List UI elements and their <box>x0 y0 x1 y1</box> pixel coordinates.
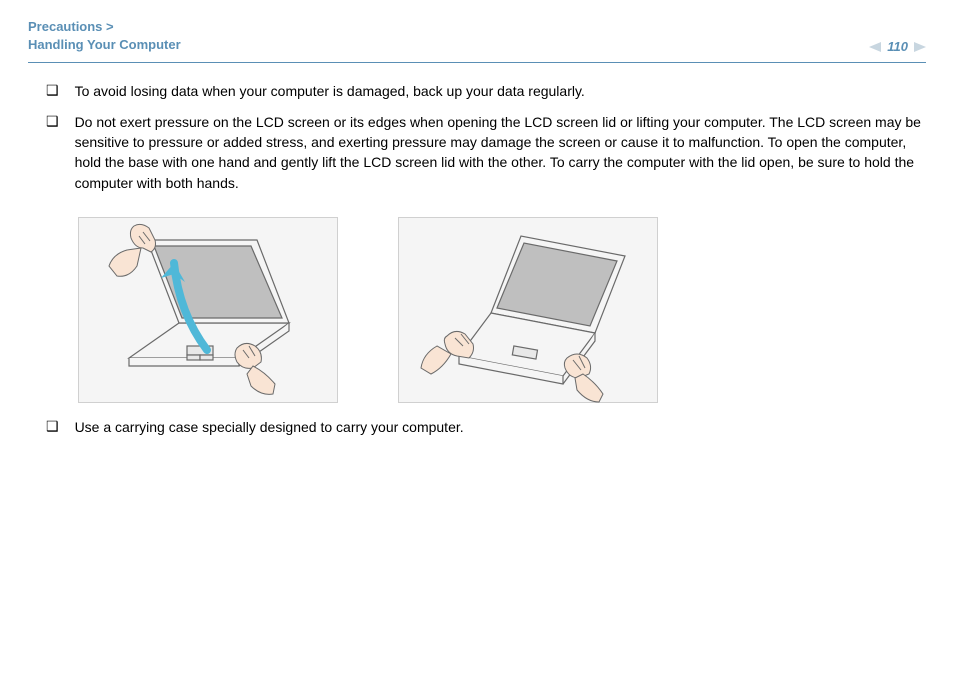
page-content: ❑ To avoid losing data when your compute… <box>0 63 954 465</box>
breadcrumb-current[interactable]: Handling Your Computer <box>28 36 181 54</box>
illustration-carry-laptop <box>398 217 658 403</box>
page-header: Precautions > Handling Your Computer 110 <box>0 0 954 62</box>
page-navigation: 110 <box>869 39 926 54</box>
page-number: 110 <box>887 39 908 54</box>
list-item: ❑ Do not exert pressure on the LCD scree… <box>28 112 926 193</box>
list-item: ❑ Use a carrying case specially designed… <box>28 417 926 437</box>
bullet-glyph: ❑ <box>28 417 59 437</box>
prev-page-arrow-icon[interactable] <box>869 42 881 52</box>
bullet-text: Use a carrying case specially designed t… <box>75 417 926 437</box>
breadcrumb: Precautions > Handling Your Computer <box>28 18 181 54</box>
list-item: ❑ To avoid losing data when your compute… <box>28 81 926 101</box>
next-page-arrow-icon[interactable] <box>914 42 926 52</box>
illustration-open-laptop <box>78 217 338 403</box>
breadcrumb-parent[interactable]: Precautions > <box>28 18 181 36</box>
illustration-row <box>28 203 926 417</box>
bullet-text: To avoid losing data when your computer … <box>75 81 926 101</box>
bullet-text: Do not exert pressure on the LCD screen … <box>75 112 926 193</box>
bullet-glyph: ❑ <box>28 81 59 101</box>
bullet-glyph: ❑ <box>28 112 59 193</box>
